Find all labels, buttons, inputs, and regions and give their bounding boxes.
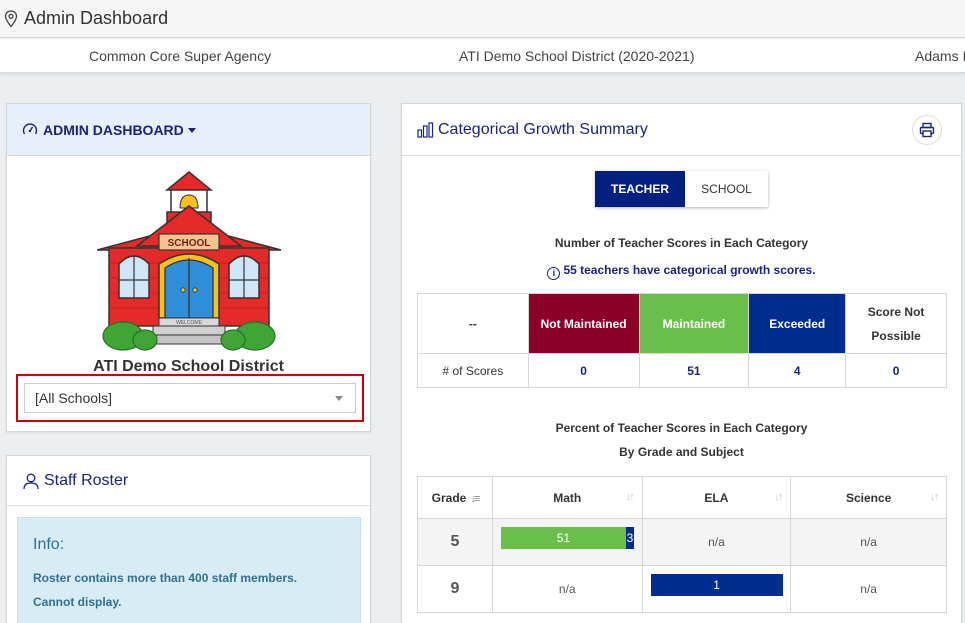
staff-roster-header: Staff Roster bbox=[7, 456, 370, 506]
science-header-label: Science bbox=[845, 490, 892, 505]
header-exceeded: Exceeded bbox=[748, 293, 847, 354]
ela-cell: 1 bbox=[641, 565, 792, 613]
info-line-1: Roster contains more than 400 staff memb… bbox=[33, 571, 298, 585]
printer-icon bbox=[919, 122, 935, 138]
info-icon: i bbox=[547, 267, 561, 280]
math-cell: n/a bbox=[491, 565, 643, 613]
school-select[interactable]: [All Schools] bbox=[24, 383, 356, 413]
staff-roster-panel: Staff Roster Info: Roster contains more … bbox=[6, 455, 371, 623]
header-score-not-possible: Score Not Possible bbox=[845, 293, 947, 354]
admin-dashboard-menu[interactable]: ADMIN DASHBOARD bbox=[7, 104, 370, 156]
teachers-note-text: 55 teachers have categorical growth scor… bbox=[563, 263, 816, 277]
district-name: ATI Demo School District bbox=[93, 358, 284, 375]
ela-exceeded-bar[interactable]: 1 bbox=[650, 574, 783, 596]
percent-heading-line-2: By Grade and Subject bbox=[619, 445, 744, 459]
math-header-label: Math bbox=[553, 490, 582, 505]
table-row: 5 51 3 n/a n/a bbox=[417, 518, 947, 566]
sort-desc-icon[interactable]: ↓≡ bbox=[470, 492, 480, 505]
table-header-row: Grade ↓≡ Math ↓↑ ELA ↓↑ Science ↓↑ bbox=[417, 476, 947, 519]
breadcrumb: Common Core Super Agency ATI Demo School… bbox=[0, 39, 965, 73]
breadcrumb-district[interactable]: ATI Demo School District (2020-2021) bbox=[459, 48, 695, 64]
math-maintained-bar[interactable]: 51 bbox=[500, 527, 626, 549]
categorical-growth-panel: Categorical Growth Summary TEACHER SCHOO… bbox=[401, 103, 962, 623]
page-title: Admin Dashboard bbox=[24, 8, 169, 28]
percent-heading-line-1: Percent of Teacher Scores in Each Catego… bbox=[555, 421, 808, 435]
count-score-not-possible[interactable]: 0 bbox=[845, 353, 947, 388]
toggle-teacher[interactable]: TEACHER bbox=[595, 171, 685, 207]
school-select-highlight: [All Schools] bbox=[16, 374, 364, 422]
admin-dashboard-label: ADMIN DASHBOARD bbox=[43, 121, 184, 138]
column-header-science[interactable]: Science ↓↑ bbox=[790, 476, 947, 519]
math-cell: 51 3 bbox=[491, 518, 643, 566]
sort-icon[interactable]: ↓↑ bbox=[774, 491, 783, 503]
category-count-table: -- Not Maintained Maintained Exceeded Sc… bbox=[417, 293, 947, 388]
column-header-grade[interactable]: Grade ↓≡ bbox=[417, 476, 493, 519]
toggle-school[interactable]: SCHOOL bbox=[685, 171, 768, 207]
welcome-mat-text: WELCOME bbox=[176, 320, 203, 326]
percent-heading: Percent of Teacher Scores in Each Catego… bbox=[402, 416, 961, 464]
table-header-row: -- Not Maintained Maintained Exceeded Sc… bbox=[417, 293, 947, 354]
user-icon bbox=[23, 473, 39, 489]
dropdown-arrow-icon bbox=[335, 396, 343, 401]
teacher-school-toggle: TEACHER SCHOOL bbox=[595, 171, 768, 207]
header-maintained: Maintained bbox=[638, 293, 750, 354]
print-button[interactable] bbox=[912, 115, 942, 145]
roster-info-alert: Info: Roster contains more than 400 staf… bbox=[17, 517, 361, 623]
science-cell: n/a bbox=[790, 518, 947, 566]
info-line-2: Cannot display. bbox=[33, 595, 122, 609]
bar-chart-icon bbox=[417, 121, 434, 138]
breadcrumb-school[interactable]: Adams I bbox=[915, 48, 965, 64]
growth-panel-title: Categorical Growth Summary bbox=[438, 120, 648, 138]
teachers-note: i 55 teachers have categorical growth sco… bbox=[402, 263, 961, 280]
column-header-ela[interactable]: ELA ↓↑ bbox=[641, 476, 792, 519]
science-cell: n/a bbox=[790, 565, 947, 613]
table-corner: -- bbox=[417, 293, 529, 354]
growth-panel-header: Categorical Growth Summary bbox=[402, 104, 961, 156]
info-title: Info: bbox=[33, 536, 65, 553]
sort-icon[interactable]: ↓↑ bbox=[625, 491, 635, 503]
top-bar: Admin Dashboard bbox=[0, 0, 965, 38]
school-select-value: [All Schools] bbox=[35, 390, 113, 406]
count-not-maintained[interactable]: 0 bbox=[527, 353, 640, 388]
grade-cell: 9 bbox=[417, 565, 493, 613]
column-header-math[interactable]: Math ↓↑ bbox=[491, 476, 643, 519]
sort-icon[interactable]: ↓↑ bbox=[930, 491, 939, 503]
grade-header-label: Grade bbox=[431, 490, 467, 505]
school-sign-text: SCHOOL bbox=[168, 238, 211, 249]
math-exceeded-bar[interactable]: 3 bbox=[625, 527, 634, 549]
table-row: 9 n/a 1 n/a bbox=[417, 565, 947, 613]
header-not-maintained: Not Maintained bbox=[527, 293, 640, 354]
staff-roster-title: Staff Roster bbox=[44, 471, 129, 489]
row-label: # of Scores bbox=[417, 353, 529, 388]
score-count-heading: Number of Teacher Scores in Each Categor… bbox=[554, 236, 809, 250]
grade-subject-table: Grade ↓≡ Math ↓↑ ELA ↓↑ Science ↓↑ 5 51 3 n/… bbox=[417, 476, 947, 613]
ela-header-label: ELA bbox=[704, 490, 729, 505]
grade-cell: 5 bbox=[417, 518, 493, 566]
location-pin-icon bbox=[4, 9, 18, 28]
admin-dashboard-panel: ADMIN DASHBOARD SCHOOL bbox=[6, 103, 371, 432]
ela-cell: n/a bbox=[641, 518, 792, 566]
table-row: # of Scores 0 51 4 0 bbox=[417, 353, 947, 388]
count-exceeded[interactable]: 4 bbox=[748, 353, 847, 388]
gauge-icon bbox=[22, 122, 38, 134]
count-maintained[interactable]: 51 bbox=[638, 353, 750, 388]
school-building-image: SCHOOL WELCOME bbox=[97, 171, 282, 351]
chevron-down-icon bbox=[187, 128, 196, 133]
breadcrumb-agency[interactable]: Common Core Super Agency bbox=[89, 48, 272, 64]
